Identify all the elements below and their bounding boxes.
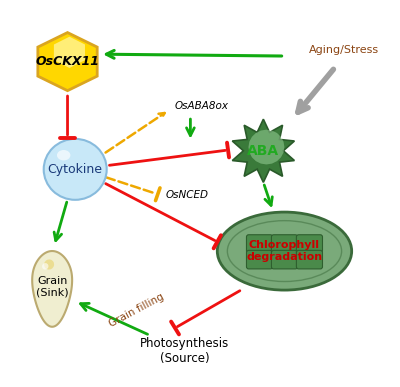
- Ellipse shape: [44, 259, 54, 270]
- Ellipse shape: [217, 212, 352, 290]
- Polygon shape: [38, 33, 97, 91]
- FancyBboxPatch shape: [296, 250, 322, 269]
- Text: Chlorophyll
degradation: Chlorophyll degradation: [246, 240, 322, 262]
- FancyBboxPatch shape: [246, 250, 272, 269]
- Circle shape: [44, 139, 107, 200]
- Text: Photosynthesis
(Source): Photosynthesis (Source): [140, 337, 229, 365]
- Text: OsABA8ox: OsABA8ox: [175, 101, 229, 111]
- Polygon shape: [248, 130, 284, 164]
- FancyBboxPatch shape: [272, 235, 298, 253]
- FancyBboxPatch shape: [296, 235, 322, 253]
- Text: Aging/Stress: Aging/Stress: [309, 45, 379, 55]
- FancyBboxPatch shape: [272, 250, 298, 269]
- Polygon shape: [232, 119, 294, 182]
- Polygon shape: [32, 251, 72, 327]
- Text: OsCKX11: OsCKX11: [36, 55, 100, 68]
- FancyBboxPatch shape: [246, 235, 272, 253]
- Text: Grain filling: Grain filling: [108, 292, 166, 329]
- Polygon shape: [54, 37, 85, 68]
- Text: Cytokine: Cytokine: [48, 163, 103, 176]
- Text: ABA: ABA: [247, 144, 280, 158]
- Ellipse shape: [57, 150, 70, 161]
- Text: OsNCED: OsNCED: [166, 190, 208, 200]
- Text: Grain
(Sink): Grain (Sink): [36, 276, 68, 297]
- Ellipse shape: [42, 263, 48, 270]
